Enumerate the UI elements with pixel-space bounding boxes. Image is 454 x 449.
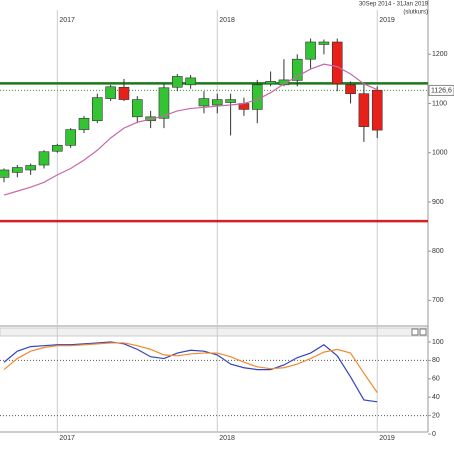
y-tick-label: 1100: [432, 100, 447, 107]
candle-body: [25, 165, 36, 171]
x-tick-label: 2018: [219, 435, 235, 442]
price-mode: (slutkurs): [403, 10, 428, 16]
x-tick-label: 2017: [59, 435, 75, 442]
candle-body: [171, 76, 183, 88]
last-price-label: 1126,6: [431, 87, 452, 94]
series-line: [3, 341, 378, 403]
candle-body: [185, 77, 196, 86]
candle-body: [291, 58, 303, 81]
y-tick-label: 1200: [432, 51, 448, 58]
x-tick-label: 2019: [379, 435, 395, 442]
y-tick-label: 800: [432, 248, 444, 255]
candle-body: [371, 89, 383, 131]
last-price-box: [428, 84, 454, 96]
date-range: 30Sep 2014 - 31Jan 2019: [359, 2, 429, 8]
candle-body: [0, 169, 10, 178]
y-tick-label: 100: [432, 339, 444, 346]
candle-body: [198, 98, 210, 107]
candle-body: [278, 79, 290, 86]
maximize-icon[interactable]: [411, 328, 419, 336]
candle-body: [318, 41, 330, 45]
candle-body: [358, 93, 370, 127]
y-tick-label: 40: [432, 394, 440, 401]
candle-body: [132, 99, 143, 118]
series-line: [3, 342, 378, 393]
candle-body: [92, 97, 103, 122]
y-tick-label: 60: [432, 376, 440, 383]
candle-body: [331, 41, 343, 85]
panel-header: [0, 327, 429, 337]
year-label-top: 2018: [219, 17, 235, 24]
candle-body: [305, 41, 316, 60]
candle-body: [78, 117, 90, 130]
y-tick-label: 700: [432, 297, 444, 304]
candle-body: [265, 81, 276, 85]
year-label-top: 2019: [379, 17, 395, 24]
candle-body: [105, 86, 116, 99]
candle-body: [52, 145, 63, 152]
year-label-top: 2017: [59, 17, 75, 24]
close-icon[interactable]: [419, 328, 427, 336]
y-tick-label: 20: [432, 412, 440, 419]
candle-body: [211, 99, 223, 106]
candle-body: [345, 84, 356, 94]
y-tick-label: 900: [432, 199, 444, 206]
candle-body: [65, 129, 76, 146]
candle-body: [38, 151, 50, 166]
y-tick-label: 80: [432, 357, 440, 364]
candle-body: [12, 167, 23, 173]
candle-body: [225, 99, 236, 103]
y-tick-label: 1000: [432, 150, 448, 157]
candle-body: [158, 87, 170, 119]
candle-body: [118, 86, 130, 100]
y-tick-label: 0: [432, 431, 436, 438]
series-line: [3, 63, 378, 196]
